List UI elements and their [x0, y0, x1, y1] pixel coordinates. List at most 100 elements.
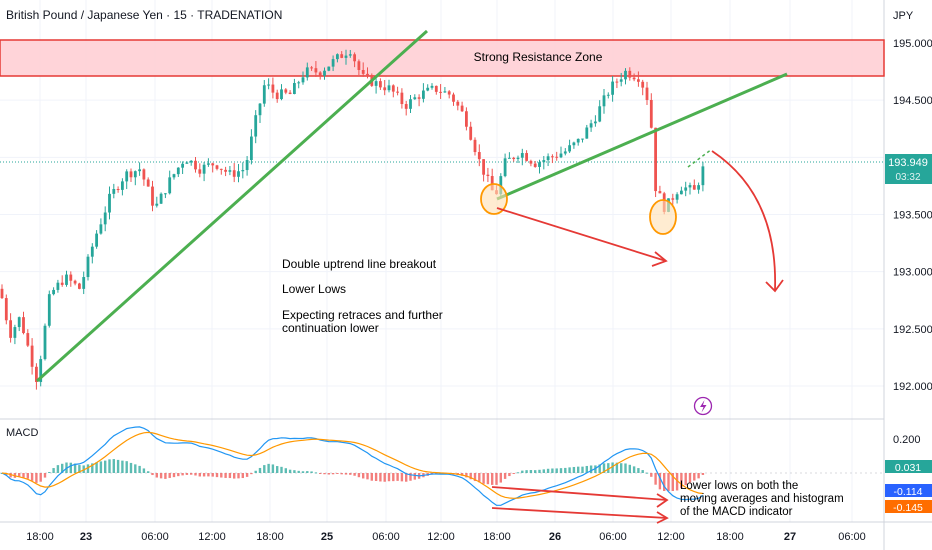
candle-body: [9, 320, 12, 338]
macd-value-histogram: 0.031: [885, 460, 932, 474]
macd-hist-bar: [581, 466, 584, 473]
time-axis[interactable]: 18:00 23 06:00 12:00 18:00 25 06:00 12:00 18:00 2…: [26, 531, 866, 543]
macd-hist-bar: [254, 470, 257, 473]
candle-body: [202, 164, 206, 174]
macd-hist-bar: [349, 473, 352, 475]
candle-body: [181, 163, 184, 168]
candle-body: [116, 189, 120, 191]
macd-hist-bar: [280, 466, 283, 473]
macd-hist-bar: [297, 470, 300, 473]
macd-hist-bar: [95, 462, 98, 473]
candle-body: [426, 87, 430, 91]
low-circle-2[interactable]: [649, 199, 677, 235]
macd-hist-bar: [336, 473, 339, 474]
candle-body: [280, 89, 283, 100]
macd-arrows[interactable]: [491, 486, 669, 524]
candle-body: [413, 97, 417, 100]
macd-hist-bar: [374, 473, 378, 481]
macd-hist-bar: [155, 473, 158, 478]
candle-body: [422, 90, 425, 99]
macd-hist-bar: [215, 473, 219, 478]
candle-body: [176, 167, 180, 175]
macd-hist-bar: [82, 465, 85, 473]
macd-hist-bar: [288, 469, 292, 473]
time-tick: 18:00: [716, 531, 744, 543]
macd-hist-bar: [319, 473, 322, 474]
candle-body: [168, 177, 172, 194]
candle-body: [581, 138, 584, 140]
candle-body: [348, 54, 352, 56]
candle-body: [86, 256, 90, 278]
macd-hist-bar: [598, 464, 601, 473]
resistance-zone-label: Strong Resistance Zone: [474, 50, 603, 64]
candle-body: [90, 246, 94, 257]
macd-hist-bar: [362, 473, 365, 479]
candle-body: [258, 103, 262, 116]
macd-hist-bar: [108, 459, 111, 473]
candle-body: [508, 157, 511, 159]
macd-hist-bar: [688, 473, 692, 483]
candle-body: [572, 142, 576, 146]
macd-hist-bar: [615, 462, 619, 473]
candle-body: [69, 274, 73, 281]
macd-hist-bar: [237, 473, 240, 479]
candle-body: [585, 127, 589, 139]
macd-hist-bar: [306, 471, 309, 473]
candle-body: [13, 327, 17, 338]
candle-body: [529, 160, 533, 164]
macd-hist-bar: [134, 464, 137, 473]
candle-body: [512, 157, 516, 160]
macd-hist-bar: [314, 472, 318, 474]
price-axis[interactable]: 195.000194.500194.000193.500193.000192.5…: [893, 38, 932, 393]
uptrend-line-1[interactable]: [35, 29, 429, 383]
time-tick: 06:00: [838, 531, 866, 543]
macd-hist-bar: [396, 473, 399, 481]
candle-body: [439, 91, 442, 93]
macd-hist-bar: [546, 468, 550, 473]
macd-hist-bar: [663, 473, 666, 491]
macd-hist-bar: [370, 473, 373, 481]
lightning-icon[interactable]: [693, 396, 713, 416]
macd-hist-bar: [159, 473, 163, 479]
macd-hist-bar: [56, 465, 60, 473]
candle-body: [486, 174, 490, 177]
candle-body: [108, 193, 111, 213]
candle-body: [271, 84, 275, 93]
macd-hist-bar: [284, 468, 287, 473]
macd-hist-bar: [654, 473, 657, 485]
macd-hist-bar: [697, 473, 700, 479]
currency-label[interactable]: JPY: [893, 10, 914, 22]
macd-hist-bar: [486, 473, 490, 485]
macd-hist-bar: [267, 463, 270, 473]
macd-hist-bar: [151, 473, 154, 476]
candle-body: [314, 68, 318, 73]
low-circle-1[interactable]: [480, 183, 508, 215]
macd-value-signal-text: -0.145: [893, 502, 923, 514]
macd-hist-bar: [508, 473, 511, 477]
macd-hist-bar: [263, 465, 266, 473]
macd-hist-bar: [125, 461, 128, 473]
macd-hist-bar: [344, 473, 348, 475]
macd-hist-bar: [628, 464, 631, 473]
candle-body: [598, 106, 602, 122]
candle-body: [194, 160, 197, 170]
candle-body: [35, 366, 38, 382]
macd-hist-bar: [559, 468, 563, 473]
macd-hist-bar: [220, 473, 223, 478]
macd-histogram: [0, 459, 705, 491]
resistance-zone[interactable]: [0, 39, 885, 77]
macd-hist-bar: [48, 471, 51, 473]
candle-body: [400, 92, 404, 105]
candle-body: [465, 111, 468, 127]
candle-body: [482, 159, 485, 175]
dotted-trend-segment[interactable]: [687, 148, 713, 168]
candle-body: [103, 212, 107, 225]
candle-body: [73, 280, 77, 284]
lower-low-arrow[interactable]: [496, 207, 668, 267]
projection-arrow[interactable]: [711, 150, 784, 293]
macd-hist-bar: [568, 467, 571, 473]
uptrend-line-2[interactable]: [496, 72, 788, 201]
macd-hist-bar: [202, 473, 206, 477]
macd-hist-bar: [658, 473, 662, 490]
